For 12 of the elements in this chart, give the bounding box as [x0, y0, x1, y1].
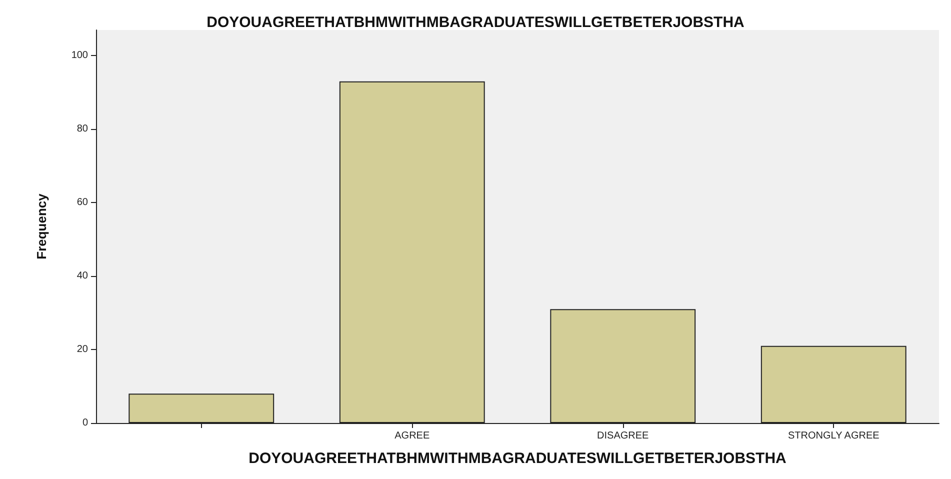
y-tick-label: 60 — [76, 197, 88, 208]
x-axis-title: DOYOUAGREETHATBHMWITHMBAGRADUATESWILLGETBETERJOBSTHA — [248, 450, 787, 467]
x-tick-label: DISAGREE — [597, 430, 650, 442]
y-tick-label: 80 — [76, 124, 88, 135]
x-tick-label: AGREE — [394, 430, 430, 442]
chart-title: DOYOUAGREETHATBHMWITHMBAGRADUATESWILLGETBETERJOBSTHA — [206, 14, 745, 31]
y-tick-label: 0 — [82, 418, 88, 428]
y-tick-label: 20 — [76, 344, 88, 356]
y-axis-title: Frequency — [34, 192, 49, 260]
y-tick-label: 40 — [76, 270, 88, 282]
y-tick-label: 100 — [71, 50, 88, 62]
x-tick-label: STRONGLY AGREE — [788, 430, 880, 442]
